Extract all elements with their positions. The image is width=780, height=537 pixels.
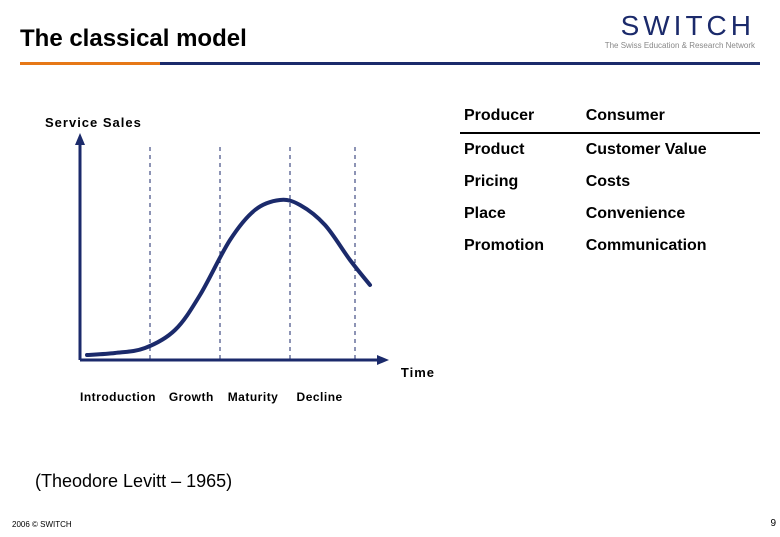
table-body: ProductCustomer ValuePricingCostsPlaceCo… xyxy=(460,133,760,262)
table-header-cell: Consumer xyxy=(582,100,760,133)
table-cell: Product xyxy=(460,133,582,166)
stage-label: Growth xyxy=(169,390,224,404)
page-number: 9 xyxy=(770,518,776,529)
table-cell: Pricing xyxy=(460,166,582,198)
stage-label: Decline xyxy=(297,390,352,404)
table-cell: Place xyxy=(460,198,582,230)
logo: SWITCH The Swiss Education & Research Ne… xyxy=(605,12,755,50)
table-cell: Communication xyxy=(582,230,760,262)
table-cell: Convenience xyxy=(582,198,760,230)
citation: (Theodore Levitt – 1965) xyxy=(35,471,232,492)
x-axis-label: Time xyxy=(401,365,435,380)
title-divider xyxy=(20,62,760,65)
table-cell: Customer Value xyxy=(582,133,760,166)
divider-main xyxy=(160,62,760,65)
producer-consumer-table: ProducerConsumer ProductCustomer ValuePr… xyxy=(460,100,760,262)
table-header-row: ProducerConsumer xyxy=(460,100,760,133)
stage-labels: Introduction Growth Maturity Decline xyxy=(80,390,352,404)
x-axis-arrow xyxy=(377,355,389,365)
table-row: PromotionCommunication xyxy=(460,230,760,262)
stage-label: Maturity xyxy=(228,390,293,404)
y-axis-label: Service Sales xyxy=(45,115,142,130)
table-row: PlaceConvenience xyxy=(460,198,760,230)
lifecycle-chart: Service Sales Time Introduction Growth M… xyxy=(45,115,435,415)
stage-label: Introduction xyxy=(80,390,165,404)
logo-text: SWITCH xyxy=(605,12,755,40)
table-row: ProductCustomer Value xyxy=(460,133,760,166)
logo-subtitle: The Swiss Education & Research Network xyxy=(605,41,755,50)
table-cell: Promotion xyxy=(460,230,582,262)
lifecycle-curve xyxy=(87,200,370,355)
divider-accent xyxy=(20,62,160,65)
copyright: 2006 © SWITCH xyxy=(12,520,72,529)
y-axis-arrow xyxy=(75,133,85,145)
table-cell: Costs xyxy=(582,166,760,198)
page-title: The classical model xyxy=(20,25,247,53)
table-row: PricingCosts xyxy=(460,166,760,198)
slide: The classical model SWITCH The Swiss Edu… xyxy=(0,0,780,537)
chart-svg xyxy=(45,115,435,375)
table: ProducerConsumer ProductCustomer ValuePr… xyxy=(460,100,760,262)
table-header-cell: Producer xyxy=(460,100,582,133)
